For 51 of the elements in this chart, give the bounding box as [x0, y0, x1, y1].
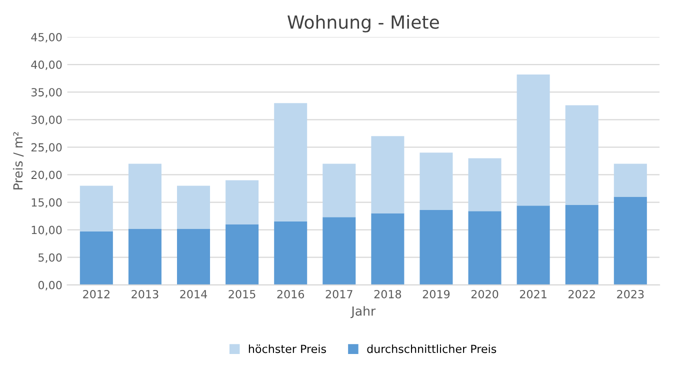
x-tick-label: 2014: [180, 290, 208, 298]
bar: [128, 164, 162, 229]
x-tick-label: 2020: [471, 290, 498, 298]
legend-label: höchster Preis: [248, 344, 326, 354]
x-tick-label: 2013: [132, 290, 158, 298]
x-tick-label: 2016: [277, 290, 304, 298]
bar: [80, 186, 113, 232]
bar: [420, 210, 453, 285]
y-tick-label: 45,00: [31, 32, 62, 43]
y-tick-label: 15,00: [32, 198, 62, 208]
bar: [468, 211, 502, 285]
bar: [274, 222, 308, 285]
bar: [322, 164, 356, 218]
x-tick-label: 2019: [422, 290, 450, 298]
y-tick-label: 0,00: [38, 280, 62, 290]
y-tick-label: 10,00: [32, 226, 62, 236]
bar: [614, 196, 647, 285]
legend-label: durchschnittlicher Preis: [367, 344, 496, 354]
x-tick-label: 2021: [520, 290, 546, 298]
x-tick-label: 2015: [228, 290, 256, 298]
bar: [516, 206, 550, 285]
x-tick-label: 2017: [326, 290, 352, 298]
y-tick-label: 25,00: [31, 143, 62, 153]
chart-title: Wohnung - Miete: [288, 14, 439, 32]
y-tick-label: 30,00: [31, 116, 62, 126]
bar: [322, 217, 356, 285]
x-tick-label: 2023: [617, 290, 644, 298]
bar: [274, 103, 308, 222]
bar: [468, 158, 502, 212]
bar: [614, 164, 647, 197]
bar: [565, 105, 598, 206]
y-tick-label: 35,00: [31, 88, 62, 98]
bar: [226, 180, 259, 224]
x-tick-label: 2018: [374, 290, 402, 298]
bar: [371, 136, 404, 214]
bar: [371, 213, 404, 285]
y-tick-label: 20,00: [31, 170, 62, 180]
bar: [516, 74, 550, 206]
y-tick-label: 5,00: [38, 253, 62, 263]
x-tick-label: 2012: [83, 290, 110, 298]
bar: [80, 231, 113, 285]
y-tick-label: 40,00: [31, 60, 62, 70]
x-tick-label: 2022: [568, 290, 595, 298]
bar: [177, 186, 210, 229]
bar: [177, 228, 210, 285]
bar: [565, 205, 598, 285]
bar: [226, 224, 259, 285]
bar: [128, 228, 162, 285]
y-axis-title: Preis / m²: [12, 132, 24, 190]
bar: [420, 152, 453, 210]
x-axis-title: Jahr: [350, 306, 376, 318]
